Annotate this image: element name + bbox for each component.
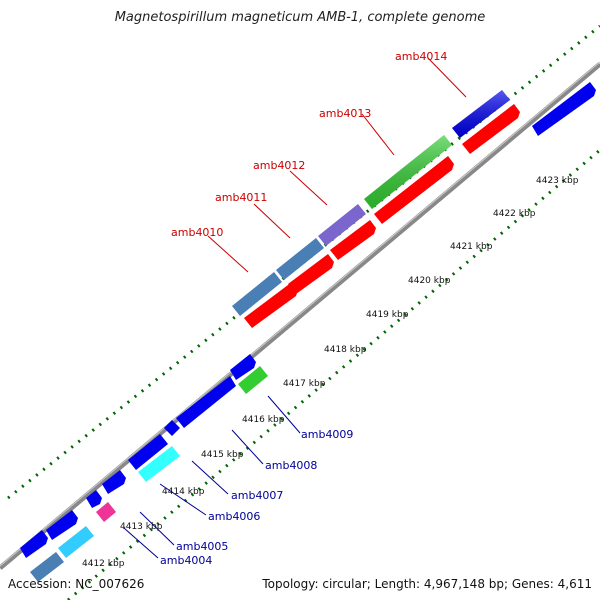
gene-feature-amb4013[interactable]: [364, 135, 452, 209]
map-title: Magnetospirillum magneticum AMB-1, compl…: [114, 10, 486, 25]
gene-feature-blue-a: [230, 354, 256, 380]
gene-feature-amb4014[interactable]: [452, 90, 510, 138]
scale-label: 4416 kbp: [242, 415, 285, 425]
scale-label: 4420 kbp: [408, 276, 451, 286]
scale-label: 4415 kbp: [201, 450, 244, 460]
gene-feature-red-5: [244, 282, 298, 328]
scale-label: 4419 kbp: [366, 310, 409, 320]
gene-feature-steel-left: [30, 552, 64, 582]
gene-label-amb4013: amb4013: [319, 107, 371, 120]
gene-feature-red-1: [462, 104, 520, 154]
scale-label: 4418 kbp: [324, 345, 367, 355]
gene-label-amb4014: amb4014: [395, 50, 447, 63]
gene-feature-amb4010[interactable]: [232, 272, 282, 316]
accession-text: Accession: NC_007626: [8, 577, 145, 591]
gene-feature-red-3: [330, 220, 376, 260]
gene-feature-blue-b: [164, 420, 180, 436]
gene-feature-red-4: [288, 254, 334, 294]
gene-feature-amb4012[interactable]: [318, 204, 366, 246]
gene-label-amb4007: amb4007: [231, 489, 283, 502]
gene-feature-amb4008[interactable]: [176, 376, 236, 428]
gene-label-amb4011: amb4011: [215, 191, 267, 204]
gene-feature-red-2: [374, 156, 454, 224]
gene-feature-blue-d: [86, 490, 102, 508]
gene-feature-blue-e: [46, 510, 78, 540]
gene-label-amb4006: amb4006: [208, 510, 260, 523]
genome-backbone: [0, 62, 600, 570]
scale-label: 4423 kbp: [536, 176, 579, 186]
gene-feature-blue-right: [532, 82, 596, 136]
scale-label: 4421 kbp: [450, 242, 493, 252]
gene-feature-amb4005[interactable]: [96, 502, 116, 522]
leader-lines-lower: [123, 395, 301, 559]
gene-label-amb4009: amb4009: [301, 428, 353, 441]
scale-label: 4422 kbp: [493, 209, 536, 219]
gene-label-amb4010: amb4010: [171, 226, 223, 239]
gene-label-amb4012: amb4012: [253, 159, 305, 172]
gene-label-amb4008: amb4008: [265, 459, 317, 472]
gene-feature-amb4007[interactable]: [128, 434, 168, 470]
gene-feature-blue-f: [20, 530, 48, 558]
gene-feature-amb4011[interactable]: [276, 238, 324, 280]
genome-backbone-highlight: [0, 61, 600, 567]
scale-label: 4417 kbp: [283, 379, 326, 389]
gene-feature-amb4004[interactable]: [58, 526, 94, 558]
leader-lines-upper: [207, 57, 467, 273]
scale-label: 4412 kbp: [82, 559, 125, 569]
scale-label: 4414 kbp: [162, 487, 205, 497]
genome-summary-text: Topology: circular; Length: 4,967,148 bp…: [262, 577, 592, 591]
gene-feature-amb4006[interactable]: [138, 446, 180, 482]
gene-label-amb4004: amb4004: [160, 554, 212, 567]
gene-feature-amb4009[interactable]: [238, 366, 268, 394]
gene-feature-blue-c: [102, 470, 126, 494]
gene-label-amb4005: amb4005: [176, 540, 228, 553]
scale-label: 4413 kbp: [120, 522, 163, 532]
